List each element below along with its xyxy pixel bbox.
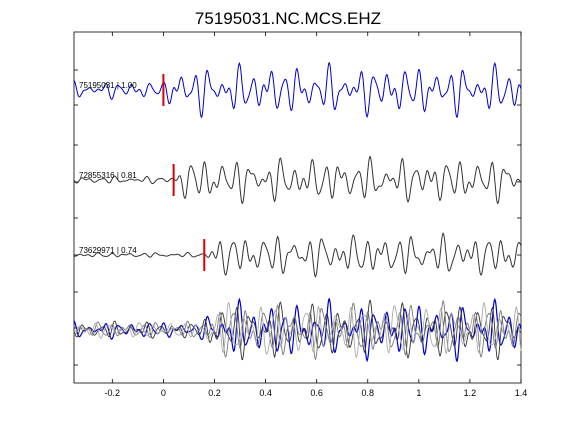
trace-group: 75195031 | 1.00 72855316 | 0.81 73629971 |…	[73, 61, 522, 278]
x-tick-label: 1	[416, 388, 421, 398]
x-tick-label: 0.2	[208, 388, 221, 398]
x-tick-label: 0.8	[361, 388, 374, 398]
x-tick-label: 1.2	[464, 388, 477, 398]
plot-area-frame	[73, 31, 522, 384]
trace-waveform	[73, 156, 522, 204]
x-tick-label: 0.4	[259, 388, 272, 398]
trace-label: 72855316 | 0.81	[79, 171, 137, 180]
overlay-group	[73, 297, 522, 363]
x-tick-label: 1.4	[515, 388, 528, 398]
x-axis-ticks: -0.2 0 0.2 0.4 0.6 0.8 1 1.2 1.4	[105, 32, 528, 398]
overlay-waveform	[74, 301, 522, 359]
x-tick-label: -0.2	[105, 388, 121, 398]
trace-label: 73629971 | 0.74	[79, 246, 137, 255]
trace-waveform	[73, 61, 522, 119]
trace-waveform	[73, 232, 522, 278]
x-tick-label: 0	[161, 388, 166, 398]
trace-label: 75195031 | 1.00	[79, 81, 137, 90]
x-tick-label: 0.6	[310, 388, 323, 398]
overlay-waveform	[73, 299, 522, 361]
chart-title: 75195031.NC.MCS.EHZ	[195, 9, 381, 28]
